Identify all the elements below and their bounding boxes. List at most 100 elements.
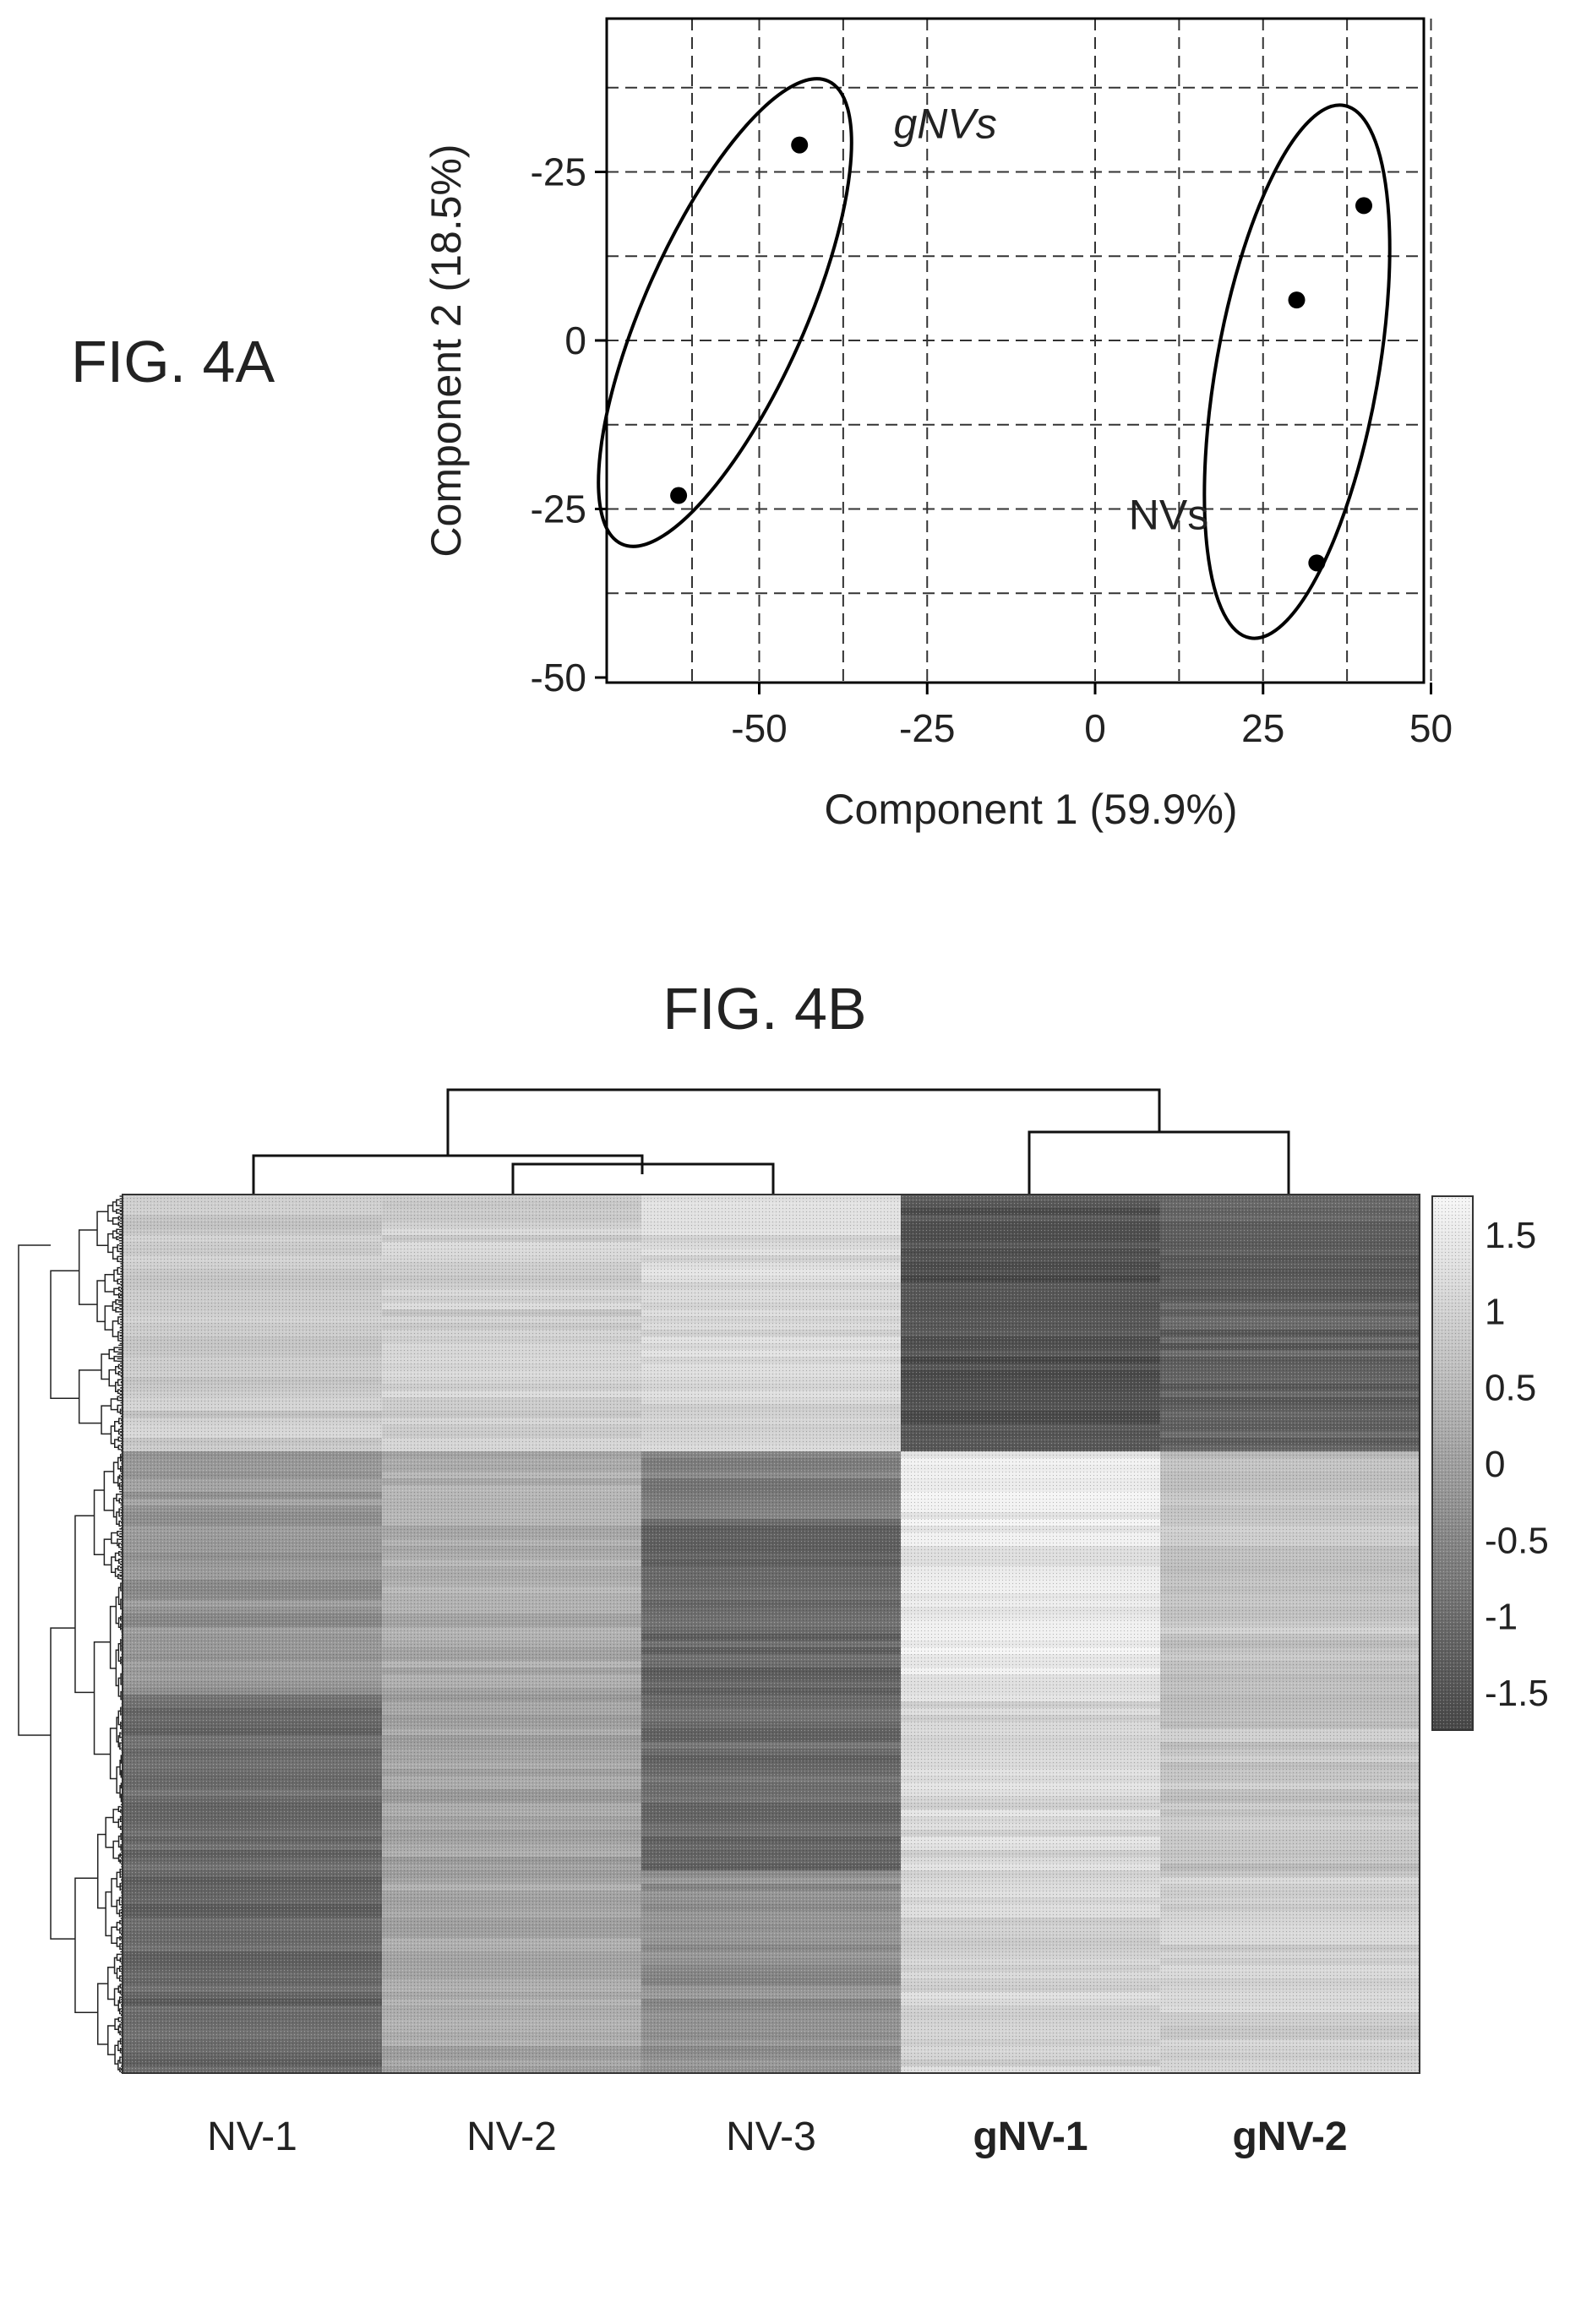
y-tick-label: 0 [564, 318, 586, 362]
row-dendrogram-branch [112, 1461, 118, 1483]
row-dendrogram-branch [117, 1587, 121, 1606]
row-dendrogram-branch [116, 1717, 119, 1743]
row-dendrogram-branch [112, 1230, 117, 1239]
colorbar-tick-label: -1 [1485, 1597, 1518, 1638]
x-axis-label: Component 1 (59.9%) [824, 786, 1237, 833]
row-dendrogram-branch [118, 1543, 122, 1548]
y-tick-label: -25 [531, 487, 586, 531]
row-dendrogram-branch [93, 1641, 111, 1755]
column-dendrogram [252, 1088, 1290, 1195]
colorbar-tick-labels: 1.5 1 0.5 0 -0.5 -1 -1.5 [1485, 1215, 1549, 1714]
row-dendrogram-branch [119, 1984, 122, 1989]
row-dendrogram-branch [117, 1565, 121, 1571]
row-dendrogram-branch [109, 1728, 117, 1780]
row-dendrogram-branch [115, 1307, 120, 1313]
row-dendrogram-branch [117, 2040, 121, 2052]
row-dendrogram-branch [120, 1639, 122, 1652]
row-dendrogram-branch [119, 1868, 122, 1879]
row-dendrogram-branch [96, 1833, 106, 1909]
row-dendrogram-branch [119, 2030, 122, 2036]
row-dendrogram-branch [117, 1558, 121, 1565]
x-axis-ticks: -50 -25 0 25 50 [731, 683, 1453, 750]
row-dendrogram-branch [119, 1935, 121, 1941]
row-dendrogram-branch [120, 1809, 122, 1814]
row-dendrogram-branch [119, 1957, 122, 1962]
row-dendrogram-branch [117, 1436, 121, 1442]
row-dendrogram-branch [117, 1216, 121, 1221]
row-dendrogram-branch [111, 1878, 117, 1908]
row-dendrogram-branch [119, 1943, 122, 1951]
row-dendrogram-branch [117, 1331, 120, 1342]
row-dendrogram-branch [74, 1515, 95, 1694]
scatter-annotations: gNVs NVs [894, 101, 1209, 539]
row-dendrogram-branch [108, 1348, 115, 1359]
figure-b-label: FIG. 4B [662, 976, 866, 1042]
row-dendrogram-branch [117, 1429, 121, 1435]
row-dendrogram-branch [119, 1454, 122, 1462]
row-dendrogram-branch [114, 1552, 119, 1562]
row-dendrogram-branch [116, 1228, 119, 1234]
dendrogram-branch-nv2-nv3 [511, 1162, 775, 1195]
row-dendrogram-branch [117, 1617, 121, 1628]
row-dendrogram-branch [120, 1673, 123, 1685]
row-dendrogram-branch [117, 1404, 121, 1413]
row-dendrogram-branch [93, 1489, 105, 1555]
colorbar-tick-label: 0 [1485, 1444, 1505, 1485]
row-dendrogram-branch [119, 2038, 122, 2045]
row-dendrogram-branch [119, 2056, 122, 2064]
y-axis-label: Component 2 (18.5%) [422, 144, 470, 557]
row-dendrogram-branch [105, 1816, 114, 1848]
heatmap-column-label: NV-3 [726, 2114, 816, 2159]
row-dendrogram-branch [116, 1937, 120, 1947]
row-dendrogram-branch [117, 2025, 121, 2033]
row-dendrogram-branch [117, 1396, 120, 1401]
row-dendrogram-branch [108, 1369, 116, 1387]
row-dendrogram-branch [112, 1320, 118, 1337]
row-dendrogram-branch [116, 1236, 119, 1240]
row-dendrogram-branch [101, 1405, 112, 1435]
row-dendrogram-branch [117, 1531, 120, 1537]
heatmap-column-label: NV-2 [466, 2114, 557, 2159]
row-dendrogram-branch [113, 1269, 118, 1282]
row-dendrogram-branch [112, 1301, 117, 1311]
row-dendrogram-branch [119, 1732, 122, 1739]
row-dendrogram-branch [118, 1520, 122, 1527]
data-point [1308, 554, 1326, 572]
row-dendrogram-branch [117, 1316, 121, 1325]
row-dendrogram-branch [112, 1840, 119, 1859]
row-dendrogram-branch [117, 1818, 121, 1828]
row-dendrogram-branch [117, 1456, 121, 1470]
dendrogram-branch-nv1-nv23 [252, 1154, 644, 1195]
row-dendrogram-branch [117, 1538, 119, 1547]
row-dendrogram-branch [117, 1642, 121, 1662]
row-dendrogram-branch [113, 1287, 119, 1296]
row-dendrogram-branch [120, 1582, 122, 1592]
row-dendrogram-branch [101, 1353, 110, 1380]
heatmap-column-labels: NV-1 NV-2 NV-3 gNV-1 gNV-2 [207, 2114, 1347, 2159]
row-dendrogram-branch [105, 1891, 112, 1937]
row-dendrogram-branch [118, 1508, 121, 1517]
row-dendrogram-branch [107, 2025, 116, 2055]
heatmap-column-label: gNV-1 [973, 2114, 1088, 2159]
y-tick-label: -25 [531, 150, 586, 194]
cluster-annotation: gNVs [894, 101, 997, 148]
row-dendrogram-branch [117, 1255, 120, 1262]
heatmap-column-label: gNV-2 [1232, 2114, 1347, 2159]
row-dendrogram-branch [116, 1899, 120, 1914]
row-dendrogram-branch [120, 1793, 123, 1803]
heatmap-column-label: NV-1 [207, 2114, 297, 2159]
row-dendrogram-branch [120, 1706, 122, 1716]
row-dendrogram-branch [107, 1233, 113, 1254]
row-dendrogram-branch [116, 1199, 120, 1206]
row-dendrogram-branch [116, 1766, 121, 1794]
row-dendrogram-branch [117, 1379, 121, 1386]
row-dendrogram-branch [117, 1278, 121, 1285]
row-dendrogram-branch [120, 1690, 123, 1701]
row-dendrogram-branch [117, 1244, 120, 1253]
row-dendrogram-branch [117, 1293, 120, 1298]
data-point [1355, 197, 1372, 215]
row-dendrogram-branch [116, 1921, 120, 1931]
row-dendrogram-branch [114, 1381, 118, 1392]
row-dendrogram-branch [113, 1988, 119, 2006]
row-dendrogram-branch [119, 1742, 122, 1750]
